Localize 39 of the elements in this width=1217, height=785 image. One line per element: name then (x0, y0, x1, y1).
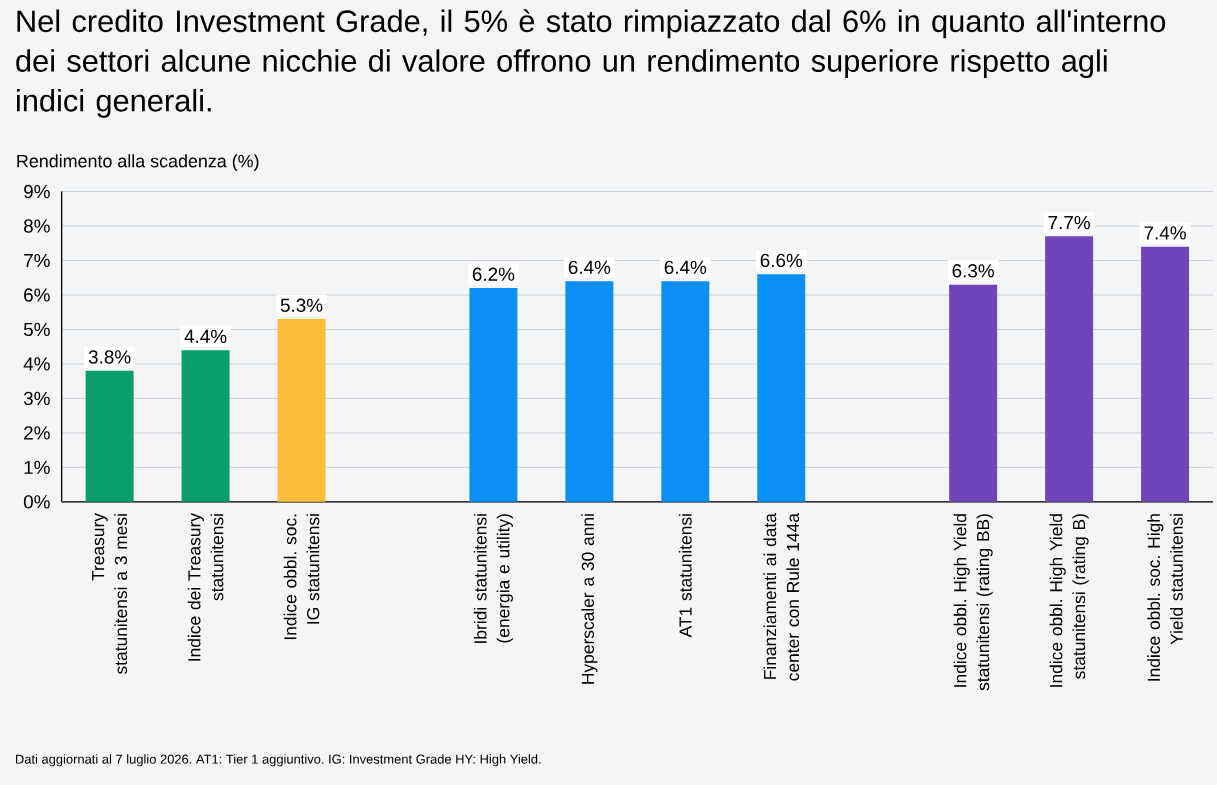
y-tick-label: 5% (23, 322, 50, 337)
y-axis-title: Rendimento alla scadenza (%) (17, 154, 259, 171)
data-label: 6.2% (472, 267, 515, 281)
bar (469, 288, 518, 502)
data-label: 3.8% (88, 350, 131, 364)
data-label: 7.4% (1144, 226, 1186, 240)
y-tick-label: 0% (23, 495, 50, 509)
y-tick-label: 6% (24, 288, 50, 302)
x-tick-label: Indice obbl. soc. High Yield statunitensi (1147, 514, 1183, 681)
y-tick-label: 4% (23, 357, 50, 371)
chart-title: Nel credito Investment Grade, il 5% è stato rimpiazzato dal 6% in quanto all'interno dei settori alcune nicchie di valore offrono un rendimento superiore rispetto agli indici generali. (16, 9, 1166, 118)
bar (757, 274, 806, 502)
bar (1045, 236, 1094, 502)
data-label: 4.4% (184, 329, 227, 343)
x-tick-label: Indice obbl. High Yield statunitensi (rating BB) (953, 514, 993, 691)
y-tick-label: 8% (23, 219, 50, 233)
y-tick-label: 1% (24, 460, 50, 474)
x-tick-label: Ibridi statunitensi (energia e utility) (473, 514, 513, 643)
bar (277, 319, 326, 502)
bar (181, 350, 230, 502)
x-tick-label: Finanziamenti ai data center con Rule 144a (763, 512, 800, 681)
x-tick-label: AT1 statunitensi (678, 514, 692, 638)
bar (661, 281, 710, 502)
data-label: 6.6% (760, 253, 803, 268)
y-tick-label: 7% (24, 253, 50, 268)
data-label: 5.3% (280, 298, 323, 312)
x-tick-label: Treasury statunitensi a 3 mesi (92, 512, 128, 674)
y-tick-label: 2% (24, 426, 50, 440)
x-tick-label: Hyperscaler a 30 anni (581, 514, 598, 684)
data-label: 6.3% (952, 263, 994, 278)
y-tick-label: 3% (23, 391, 50, 406)
text: Dati aggiornati al 7 luglio 2026. AT1: Tier 1 aggiuntivo. IG: Investment Grade HY: High Yield. (16, 754, 541, 767)
bar (565, 281, 614, 502)
data-label: 6.4% (664, 260, 707, 274)
x-tick-label: Indice dei Treasury statunitensi (187, 512, 224, 661)
data-label: 7.7% (1048, 215, 1090, 230)
x-tick-label: Indice obbl. High Yield statunitensi (rating B) (1049, 514, 1089, 687)
data-label: 6.4% (568, 260, 611, 274)
y-tick-label: 9% (24, 184, 50, 199)
